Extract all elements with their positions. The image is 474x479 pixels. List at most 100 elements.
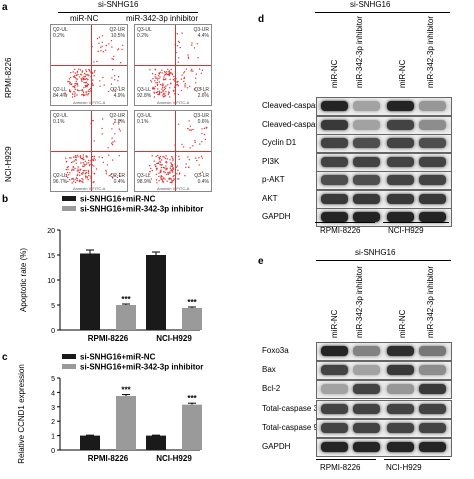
scatter-point (67, 180, 69, 183)
panel-d-group-line (315, 12, 450, 13)
legend-swatch (62, 196, 76, 201)
scatter-point (201, 69, 204, 72)
scatter-point (193, 47, 196, 49)
scatter-point (186, 87, 189, 89)
scatter-point (85, 93, 87, 95)
scatter-point (172, 158, 174, 160)
scatter-point (85, 177, 87, 179)
panel-a-group-title: si-SNHG16 (98, 0, 139, 9)
scatter-point (164, 74, 166, 76)
scatter-point (114, 79, 116, 81)
scatter-point (119, 62, 122, 64)
panel-d-band (387, 212, 414, 222)
scatter-point (73, 90, 75, 93)
scatter-point (172, 160, 174, 162)
panel-e-blot-row (316, 380, 452, 400)
scatter-point (178, 158, 180, 160)
scatter-point (80, 162, 82, 164)
scatter-point (89, 87, 92, 90)
panel-d-row-label: Cleaved-caspase 9 (262, 119, 331, 129)
scatter-point (84, 160, 87, 163)
scatter-point (65, 157, 67, 159)
scatter-point (181, 74, 183, 76)
scatter-point (69, 81, 71, 83)
scatter-point (187, 156, 189, 158)
scatter-point (86, 162, 88, 164)
scatter-point (84, 94, 86, 96)
bar (80, 435, 100, 450)
scatter-point (80, 173, 83, 175)
scatter-point (65, 161, 68, 163)
scatter-point (110, 83, 113, 85)
scatter-point (76, 82, 79, 85)
scatter-point (165, 169, 167, 171)
scatter-point (76, 174, 78, 177)
scatter-point (187, 127, 189, 130)
scatter-dots (148, 120, 208, 184)
scatter-point (116, 176, 119, 179)
scatter-point (163, 71, 166, 73)
scatter-point (93, 75, 95, 77)
panel-d-row-label: AKT (262, 193, 278, 203)
y-axis-label: Apoptotic rate (%) (19, 248, 28, 312)
panel-d-label: d (258, 14, 265, 25)
significance-label: *** (187, 394, 197, 403)
scatter-point (187, 56, 190, 58)
scatter-point (82, 90, 84, 92)
scatter-point (74, 75, 76, 77)
scatter-point (81, 180, 83, 183)
scatter-point (114, 133, 116, 135)
scatter-point (155, 173, 157, 176)
panel-d-row-label: GAPDH (262, 212, 291, 221)
scatter-point (78, 180, 81, 183)
scatter-point (101, 133, 103, 135)
scatter-point (111, 77, 113, 79)
scatter-point (172, 78, 175, 81)
scatter-point (184, 84, 186, 86)
scatter-point (74, 86, 76, 89)
panel-e-lane-label-1: miR-NC (330, 309, 339, 338)
scatter-point (191, 42, 193, 44)
scatter-point (176, 45, 179, 47)
scatter-point (74, 84, 76, 87)
panel-d-line-nci (383, 222, 449, 223)
scatter-point (163, 156, 165, 158)
scatter-point (155, 77, 157, 79)
panel-d-row-label: p-AKT (262, 175, 285, 184)
scatter-point (154, 68, 157, 70)
scatter-point (72, 93, 74, 96)
panel-e-band (419, 403, 446, 414)
scatter-point (83, 158, 85, 161)
scatter-point (69, 76, 72, 79)
scatter-point (172, 164, 174, 166)
scatter-point (94, 159, 97, 161)
scatter-point (98, 42, 100, 44)
scatter-point (86, 91, 88, 93)
scatter-point (102, 76, 104, 79)
scatter-point (161, 180, 164, 182)
scatter-point (118, 128, 121, 130)
scatter-point (169, 78, 171, 81)
scatter-point (92, 119, 94, 122)
scatter-point (204, 91, 206, 94)
scatter-point (169, 167, 171, 169)
scatter-point (173, 80, 176, 82)
scatter-point (151, 155, 153, 157)
scatter-point (154, 76, 156, 78)
scatter-point (93, 155, 95, 158)
scatter-point (83, 87, 85, 89)
y-tick-label: 2 (51, 419, 55, 426)
scatter-point (172, 167, 174, 169)
scatter-point (155, 82, 157, 84)
scatter-point (170, 68, 172, 71)
panel-a-col-label-2: miR-342-3p inhibitor (126, 14, 199, 23)
scatter-point (81, 89, 84, 91)
scatter-point (78, 68, 80, 70)
scatter-point (160, 166, 163, 169)
scatter-point (93, 61, 95, 63)
panel-d-blot-row (316, 152, 452, 172)
scatter-point (156, 83, 159, 86)
scatter-point (76, 70, 79, 73)
scatter-point (88, 69, 91, 71)
scatter-point (160, 164, 162, 166)
